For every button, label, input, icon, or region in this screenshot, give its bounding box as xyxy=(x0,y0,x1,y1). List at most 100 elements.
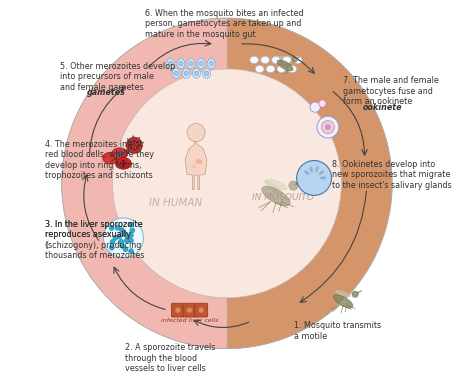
Ellipse shape xyxy=(266,65,275,73)
Ellipse shape xyxy=(333,295,353,308)
Circle shape xyxy=(119,227,125,233)
Ellipse shape xyxy=(261,56,269,64)
Ellipse shape xyxy=(288,65,297,73)
Circle shape xyxy=(103,218,144,258)
Ellipse shape xyxy=(293,56,302,64)
Circle shape xyxy=(297,161,331,195)
Circle shape xyxy=(138,137,140,138)
Text: 7. The male and female
gametocytes fuse and
form an ookinete: 7. The male and female gametocytes fuse … xyxy=(343,76,439,106)
Circle shape xyxy=(128,222,134,227)
Circle shape xyxy=(125,162,127,164)
Ellipse shape xyxy=(304,170,310,175)
Circle shape xyxy=(127,138,128,140)
Circle shape xyxy=(168,61,173,66)
Circle shape xyxy=(175,307,181,313)
Circle shape xyxy=(128,238,134,243)
PathPatch shape xyxy=(185,142,207,190)
Text: 6. When the mosquito bites an infected
person, gametocytes are taken up and
matu: 6. When the mosquito bites an infected p… xyxy=(145,9,304,39)
Circle shape xyxy=(317,116,339,138)
Circle shape xyxy=(130,141,132,143)
Circle shape xyxy=(129,144,131,146)
Ellipse shape xyxy=(207,58,215,69)
Text: 5. Other merozoites develop
into precursors of male
and female gametes: 5. Other merozoites develop into precurs… xyxy=(60,62,175,92)
Ellipse shape xyxy=(112,148,128,159)
Circle shape xyxy=(124,238,129,243)
Circle shape xyxy=(122,165,124,167)
Circle shape xyxy=(117,234,122,239)
Ellipse shape xyxy=(336,290,351,297)
Ellipse shape xyxy=(319,170,324,175)
Circle shape xyxy=(113,235,118,241)
Ellipse shape xyxy=(265,179,287,190)
Circle shape xyxy=(133,149,136,151)
Ellipse shape xyxy=(116,158,131,169)
Text: 8. Ookinetes develop into
new sporozoites that migrate
to the insect's salivary : 8. Ookinetes develop into new sporozoite… xyxy=(332,160,452,190)
Circle shape xyxy=(119,153,120,154)
Circle shape xyxy=(142,142,144,143)
Circle shape xyxy=(122,162,124,164)
FancyBboxPatch shape xyxy=(172,303,184,317)
Circle shape xyxy=(179,61,183,66)
Circle shape xyxy=(319,100,326,107)
Circle shape xyxy=(132,136,134,137)
Circle shape xyxy=(130,228,135,233)
Circle shape xyxy=(110,239,115,244)
Circle shape xyxy=(109,245,114,250)
Circle shape xyxy=(115,225,120,230)
Circle shape xyxy=(109,225,114,231)
Circle shape xyxy=(174,71,178,75)
Ellipse shape xyxy=(192,164,196,168)
Text: ookinete: ookinete xyxy=(363,103,402,112)
Text: 3. In the liver sporozoite
reproduces asexually
(schizogony), producing
thousand: 3. In the liver sporozoite reproduces as… xyxy=(46,220,145,260)
Circle shape xyxy=(137,141,138,143)
Ellipse shape xyxy=(315,166,319,172)
Circle shape xyxy=(123,247,128,252)
Circle shape xyxy=(128,233,134,238)
Circle shape xyxy=(112,69,341,298)
Text: 3. In the liver sporozoite
reproduces asexually
(
schizogony
), producing
thousa: 3. In the liver sporozoite reproduces as… xyxy=(46,220,145,281)
Circle shape xyxy=(187,307,192,313)
Ellipse shape xyxy=(335,291,347,300)
Wedge shape xyxy=(62,18,227,349)
Text: IN MOSQUITO: IN MOSQUITO xyxy=(252,193,314,202)
Circle shape xyxy=(187,124,205,142)
Circle shape xyxy=(289,181,298,190)
Text: 3. In the liver sporozoite
reproduces asexually
(: 3. In the liver sporozoite reproduces as… xyxy=(46,220,143,250)
Ellipse shape xyxy=(187,58,195,69)
Ellipse shape xyxy=(196,159,202,164)
Text: IN HUMAN: IN HUMAN xyxy=(149,198,203,208)
Ellipse shape xyxy=(103,152,118,164)
Ellipse shape xyxy=(264,181,282,194)
Circle shape xyxy=(127,137,142,153)
Ellipse shape xyxy=(310,166,313,172)
Ellipse shape xyxy=(250,56,258,64)
Circle shape xyxy=(122,160,124,162)
Ellipse shape xyxy=(192,68,201,78)
Text: 1. Mosquito transmits
a motile: 1. Mosquito transmits a motile xyxy=(294,322,381,341)
Circle shape xyxy=(137,144,140,146)
FancyBboxPatch shape xyxy=(183,303,196,317)
Circle shape xyxy=(128,248,134,254)
Ellipse shape xyxy=(202,68,210,78)
Circle shape xyxy=(122,231,127,236)
FancyBboxPatch shape xyxy=(195,303,208,317)
Text: 4. The merozoites infect
red blood cells, where they
develop into ring forms,
tr: 4. The merozoites infect red blood cells… xyxy=(46,140,155,180)
Circle shape xyxy=(310,102,320,112)
Ellipse shape xyxy=(255,65,264,73)
Circle shape xyxy=(209,61,213,66)
Ellipse shape xyxy=(182,68,190,78)
Ellipse shape xyxy=(197,58,205,69)
Circle shape xyxy=(198,307,204,313)
Circle shape xyxy=(199,61,203,66)
Ellipse shape xyxy=(272,56,280,64)
Ellipse shape xyxy=(167,58,174,69)
Ellipse shape xyxy=(279,57,288,64)
Circle shape xyxy=(204,71,209,75)
Text: 2. A sporozoite travels
through the blood
vessels to liver cells: 2. A sporozoite travels through the bloo… xyxy=(126,343,216,373)
Ellipse shape xyxy=(177,58,185,69)
Circle shape xyxy=(133,140,136,142)
Circle shape xyxy=(292,57,298,62)
Circle shape xyxy=(325,124,331,130)
Circle shape xyxy=(321,121,335,133)
Text: infected liver cells: infected liver cells xyxy=(161,318,219,323)
